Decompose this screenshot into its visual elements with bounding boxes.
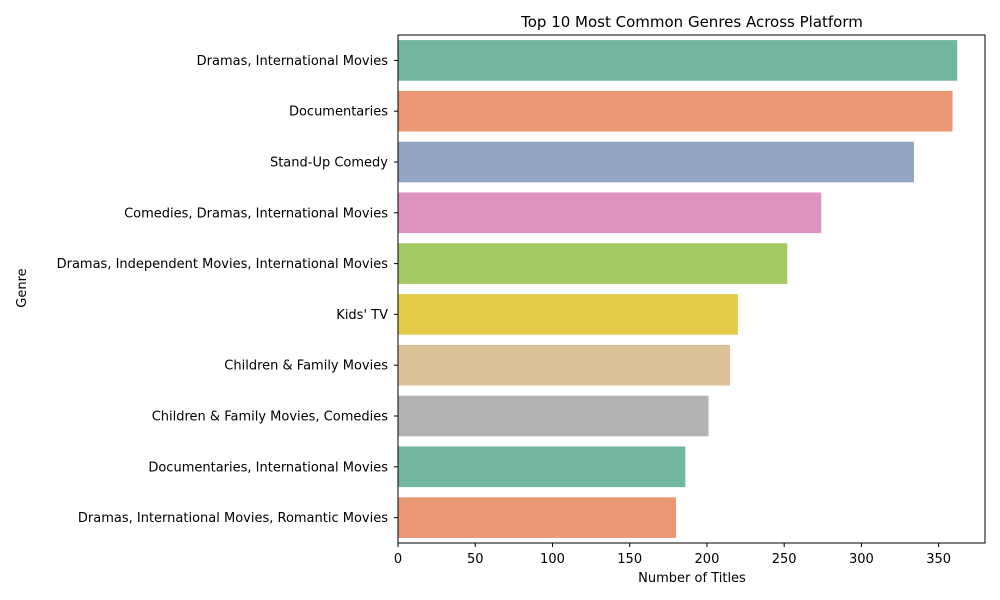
bar [398, 344, 731, 386]
x-tick-label: 350 [926, 552, 951, 567]
y-tick-label: Stand-Up Comedy [270, 156, 388, 171]
y-axis-label: Genre [15, 268, 30, 307]
bar [398, 446, 686, 488]
axes-frame [397, 34, 986, 544]
x-tick-label: 50 [467, 552, 484, 567]
y-tick-label: Dramas, International Movies [197, 54, 389, 69]
y-tick-label: Children & Family Movies [224, 359, 388, 374]
y-tick-labels: Dramas, International Movies Documentarie… [57, 54, 398, 526]
chart-title: Top 10 Most Common Genres Across Platfor… [520, 13, 863, 31]
x-axis: 0 50 100 150 200 250 300 350 [394, 543, 951, 567]
y-tick-label: Dramas, International Movies, Romantic M… [78, 511, 388, 526]
bar [398, 497, 677, 538]
x-tick-label: 200 [695, 552, 720, 567]
y-tick-label: Documentaries, International Movies [148, 460, 388, 475]
y-tick-label: Documentaries [289, 105, 388, 120]
x-tick-label: 250 [772, 552, 797, 567]
bar [398, 294, 738, 335]
plot-frame [397, 34, 986, 544]
bar [398, 243, 788, 284]
y-tick-label: Dramas, Independent Movies, Internationa… [57, 257, 389, 272]
bar [398, 141, 914, 183]
bars-group [398, 40, 958, 538]
bar [398, 395, 709, 437]
y-tick-label: Children & Family Movies, Comedies [152, 410, 389, 425]
bar [398, 40, 958, 81]
y-tick-label: Kids' TV [336, 308, 388, 323]
bar [398, 90, 953, 132]
x-tick-label: 0 [394, 552, 402, 567]
x-tick-label: 100 [540, 552, 565, 567]
x-axis-label: Number of Titles [638, 571, 746, 586]
y-tick-label: Comedies, Dramas, International Movies [124, 206, 388, 221]
x-tick-label: 300 [849, 552, 874, 567]
bar [398, 192, 822, 234]
x-tick-label: 150 [617, 552, 642, 567]
